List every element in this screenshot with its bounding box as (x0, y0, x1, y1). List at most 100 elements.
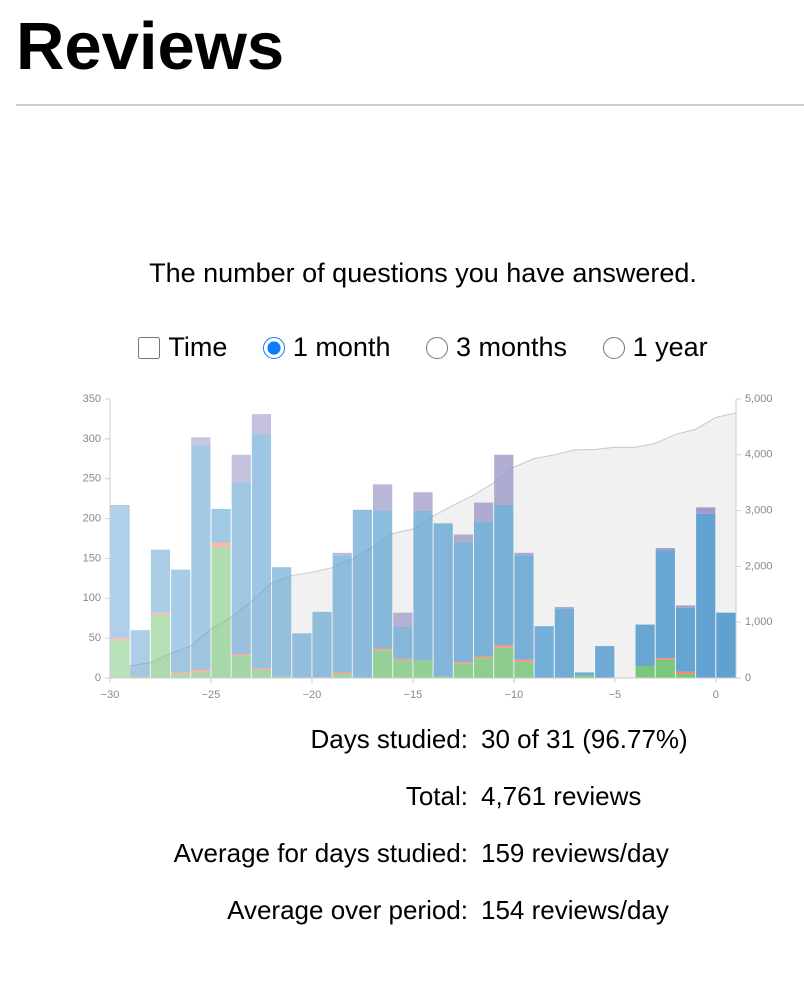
bar-segment (413, 660, 433, 678)
bar-segment (231, 654, 251, 656)
bar-segment (433, 523, 453, 677)
checkbox[interactable] (138, 336, 161, 359)
range-option[interactable]: 3 months (425, 332, 568, 363)
x-tick-label: −20 (303, 689, 322, 701)
bar-segment (231, 454, 251, 482)
bar-segment (574, 672, 595, 676)
bar-segment (554, 608, 574, 678)
radio[interactable] (602, 336, 625, 359)
bar-segment (655, 658, 675, 660)
bar-segment (332, 674, 352, 678)
y2-tick-label: 5,000 (745, 393, 773, 405)
bar-segment (373, 510, 393, 649)
bar-segment (171, 672, 191, 675)
bar-segment (211, 509, 231, 543)
bar-segment (514, 662, 534, 678)
bar-segment (534, 626, 554, 678)
bar-segment (150, 615, 171, 678)
x-tick-label: 0 (713, 689, 719, 701)
bar-segment (171, 674, 191, 678)
bar-segment (473, 658, 494, 678)
stat-label: Average for days studied: (173, 838, 468, 868)
bar-segment (393, 626, 413, 659)
bar-segment (352, 509, 373, 678)
control-label[interactable]: 3 months (455, 332, 568, 362)
stat-value: 159 reviews/day (481, 838, 669, 868)
radio[interactable] (262, 336, 285, 359)
bar-segment (473, 656, 494, 659)
range-option[interactable]: 1 month (262, 332, 391, 363)
x-tick-label: −10 (505, 689, 524, 701)
bar-segment (251, 670, 272, 678)
bar-segment (473, 502, 494, 522)
stat-label: Average over period: (227, 895, 468, 925)
controls: Time 1 month 3 months 1 year (0, 332, 804, 366)
bar-segment (655, 548, 675, 551)
bar-segment (635, 624, 655, 667)
bar-segment (231, 481, 251, 655)
bar-segment (453, 534, 473, 543)
bar-segment (150, 549, 171, 613)
bar-segment (150, 612, 171, 616)
bar-segment (655, 550, 675, 659)
x-tick-label: −30 (101, 689, 120, 701)
control-label[interactable]: 1 year (632, 332, 708, 362)
bar-segment (373, 648, 393, 651)
bar-segment (473, 521, 494, 657)
bar-segment (251, 434, 272, 669)
bar-segment (231, 655, 251, 678)
control-label[interactable]: 1 month (292, 332, 391, 362)
divider (16, 104, 804, 106)
bar-segment (312, 611, 332, 678)
bar-segment (373, 484, 393, 511)
bar-segment (130, 676, 150, 678)
y-tick-label: 0 (95, 672, 101, 684)
y-tick-label: 350 (83, 393, 101, 405)
range-option[interactable]: 1 year (602, 332, 708, 363)
bar-segment (211, 542, 231, 548)
bar-segment (393, 660, 413, 678)
y-tick-label: 300 (83, 433, 101, 445)
bar-segment (675, 674, 696, 678)
bar-segment (494, 454, 514, 506)
radio[interactable] (425, 336, 448, 359)
bar-segment (554, 607, 574, 609)
y2-tick-label: 0 (745, 672, 751, 684)
bar-segment (332, 552, 352, 556)
bar-segment (251, 668, 272, 671)
bar-segment (514, 552, 534, 556)
bar-segment (110, 505, 130, 639)
control-label[interactable]: Time (168, 332, 228, 362)
bar-segment (272, 567, 292, 677)
page-title: Reviews (16, 9, 285, 84)
bar-segment (171, 569, 191, 673)
y2-tick-label: 1,000 (745, 616, 773, 628)
bar-segment (675, 605, 696, 608)
bar-segment (272, 676, 292, 678)
bar-segment (251, 414, 272, 435)
bar-segment (696, 507, 716, 514)
x-tick-label: −5 (609, 689, 622, 701)
bar-segment (716, 612, 736, 678)
bar-segment (655, 659, 675, 678)
y-tick-label: 150 (83, 552, 101, 564)
bar-segment (332, 672, 352, 675)
bar-segment (191, 445, 211, 671)
y2-tick-label: 3,000 (745, 505, 773, 517)
bar-segment (413, 510, 433, 661)
bar-segment (211, 547, 231, 678)
bar-segment (292, 633, 312, 678)
stat-row: Total: 4,761 reviews (0, 781, 804, 821)
time-toggle[interactable]: Time (138, 332, 227, 363)
bar-segment (453, 663, 473, 678)
y-tick-label: 200 (83, 512, 101, 524)
bar-segment (332, 555, 352, 673)
y2-tick-label: 4,000 (745, 449, 773, 461)
stat-value: 30 of 31 (96.77%) (481, 724, 688, 754)
x-tick-label: −15 (404, 689, 423, 701)
bar-segment (393, 658, 413, 661)
chart: 0 50 100 150 200 250 300 350 0 1,000 2,000 3,000 4,0… (83, 393, 773, 701)
bar-segment (514, 555, 534, 660)
stat-label: Total: (405, 781, 468, 811)
